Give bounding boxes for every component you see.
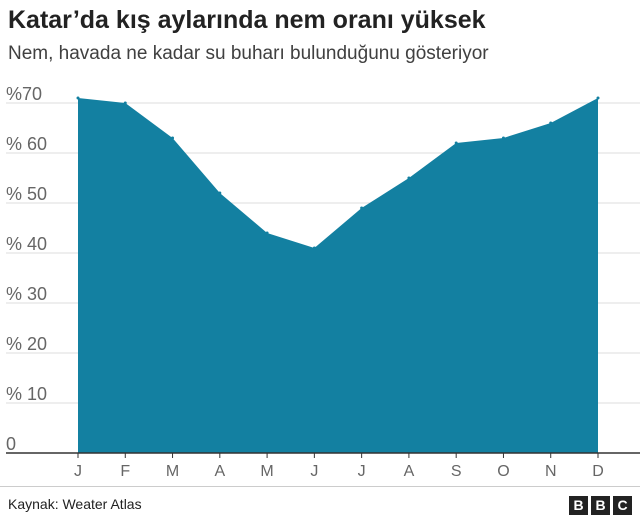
data-point-5 (312, 246, 316, 250)
data-point-11 (596, 96, 600, 100)
y-tick-label-7: 0 (6, 434, 16, 454)
data-point-2 (171, 136, 175, 140)
x-tick-label-8: S (451, 463, 462, 480)
data-point-10 (549, 121, 553, 125)
data-point-4 (265, 231, 269, 235)
y-tick-label-3: % 40 (6, 234, 47, 254)
y-tick-label-1: % 60 (6, 134, 47, 154)
chart-subtitle: Nem, havada ne kadar su buharı bulunduğu… (8, 43, 489, 64)
x-tick-label-10: N (545, 463, 557, 480)
y-tick-label-4: % 30 (6, 284, 47, 304)
x-tick-label-4: M (260, 463, 273, 480)
source-note: Kaynak: Weater Atlas (8, 496, 142, 512)
footer-divider (0, 486, 640, 487)
x-tick-label-11: D (592, 463, 604, 480)
bbc-logo: B B C (569, 496, 632, 515)
axes: %70 % 60 % 50 % 40 % 30 % 20 % 10 0 J F M A M J J A S O N D (6, 84, 640, 480)
x-tick-label-7: A (404, 463, 415, 480)
logo-letter-c: C (613, 496, 632, 515)
data-point-9 (501, 136, 505, 140)
data-point-7 (407, 176, 411, 180)
x-tick-label-9: O (497, 463, 509, 480)
data-point-3 (218, 191, 222, 195)
logo-letter-b1: B (569, 496, 588, 515)
humidity-area-chart: %70 % 60 % 50 % 40 % 30 % 20 % 10 0 J F M A M J J A S O N D (6, 84, 640, 480)
x-tick-label-6: J (358, 463, 366, 480)
y-tick-label-6: % 10 (6, 384, 47, 404)
x-tick-label-0: J (74, 463, 82, 480)
y-tick-label-0: %70 (6, 84, 42, 104)
logo-letter-b2: B (591, 496, 610, 515)
data-point-1 (123, 101, 127, 105)
x-tick-label-3: A (214, 463, 225, 480)
y-tick-label-2: % 50 (6, 184, 47, 204)
humidity-area (78, 98, 598, 453)
data-point-0 (76, 96, 80, 100)
chart-title: Katar’da kış aylarında nem oranı yüksek (8, 6, 486, 34)
x-tick-label-1: F (120, 463, 130, 480)
x-tick-label-2: M (166, 463, 179, 480)
y-tick-label-5: % 20 (6, 334, 47, 354)
data-point-6 (360, 206, 364, 210)
x-tick-label-5: J (310, 463, 318, 480)
data-point-8 (454, 141, 458, 145)
area-series (76, 96, 600, 453)
